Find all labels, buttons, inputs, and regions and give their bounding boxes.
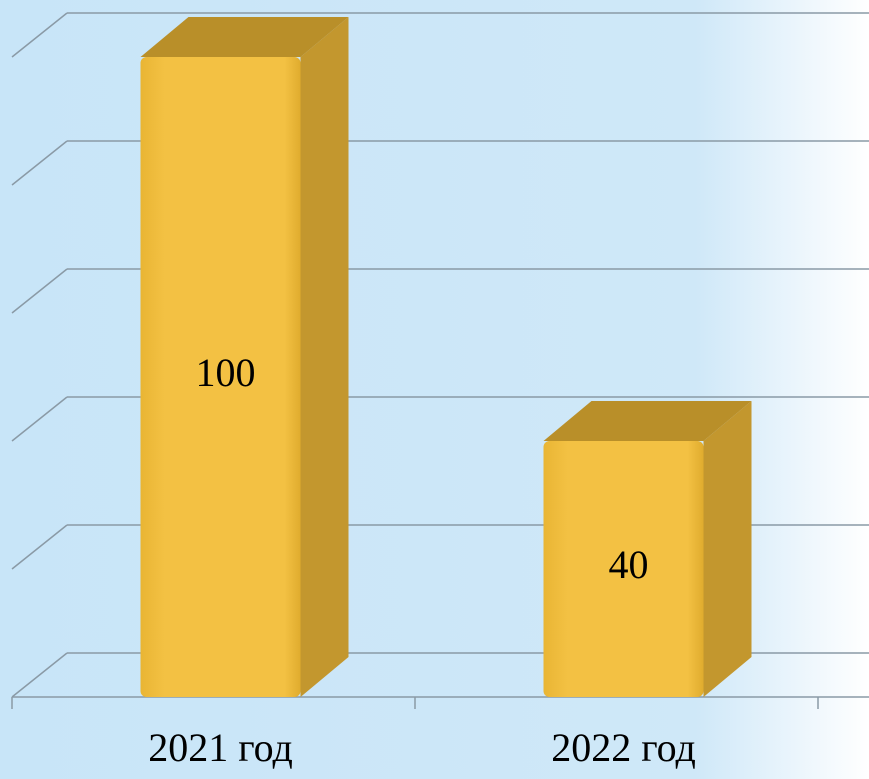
data-label: 100 [196, 350, 256, 395]
x-tick-label: 2021 год [148, 725, 293, 770]
bars: 100 40 [140, 17, 752, 697]
grid-line-side [11, 12, 68, 58]
bar [543, 441, 704, 697]
bar-top [140, 17, 349, 57]
bar [140, 57, 301, 697]
bar-top [543, 401, 752, 441]
grid-line-side [11, 268, 68, 314]
grid-line-side [11, 396, 68, 442]
grid-line-side [11, 140, 68, 186]
bar-side [300, 17, 349, 697]
data-label: 40 [609, 542, 649, 587]
grid-line-side [11, 652, 68, 698]
grid-line-side [11, 524, 68, 570]
x-tick-label: 2022 год [551, 725, 696, 770]
bar-side [703, 401, 752, 697]
